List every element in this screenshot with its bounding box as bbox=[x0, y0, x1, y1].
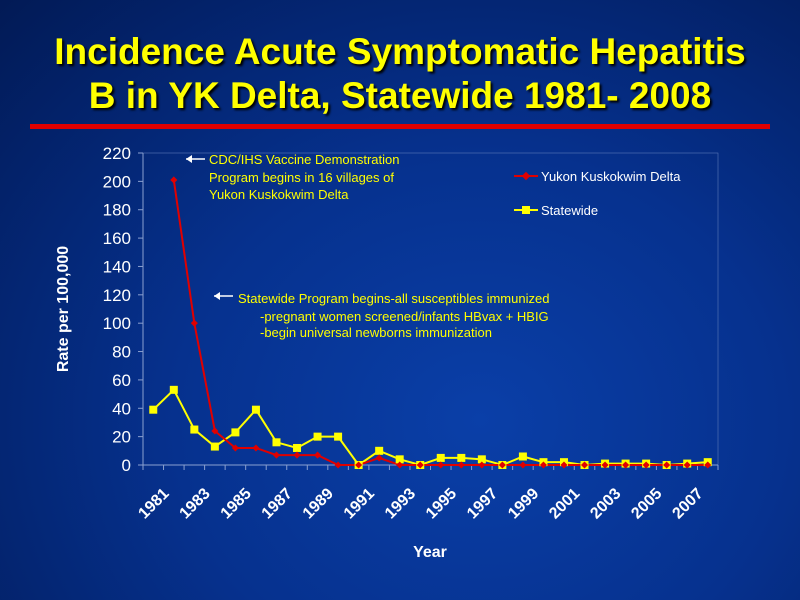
arrow-head-icon bbox=[186, 155, 192, 163]
data-point-statewide bbox=[272, 438, 281, 447]
data-point-ykd bbox=[539, 461, 547, 469]
data-point-ykd bbox=[355, 461, 363, 469]
x-tick-label: 1981 bbox=[135, 485, 172, 522]
x-tick-label: 1989 bbox=[300, 485, 337, 522]
legend: Yukon Kuskokwim Delta Statewide bbox=[514, 169, 681, 218]
data-point-statewide bbox=[210, 442, 219, 451]
title-divider bbox=[30, 124, 770, 129]
data-point-statewide bbox=[457, 453, 466, 462]
y-tick-label: 120 bbox=[103, 286, 131, 305]
x-tick-label: 2001 bbox=[546, 485, 583, 522]
data-point-ykd bbox=[437, 461, 445, 469]
annotation-line: CDC/IHS Vaccine Demonstration bbox=[209, 152, 400, 167]
x-tick-label: 1995 bbox=[423, 485, 460, 522]
title-line-1: Incidence Acute Symptomatic Hepatitis bbox=[54, 31, 746, 72]
data-point-ykd bbox=[663, 461, 671, 469]
data-point-ykd bbox=[190, 319, 198, 327]
legend-label-ykd: Yukon Kuskokwim Delta bbox=[541, 169, 681, 184]
x-tick-label: 2005 bbox=[628, 485, 665, 522]
data-point-statewide bbox=[518, 452, 527, 461]
series-line-statewide bbox=[152, 388, 708, 467]
data-point-ykd bbox=[396, 461, 404, 469]
data-point-statewide bbox=[293, 443, 302, 452]
y-tick-label: 200 bbox=[103, 172, 131, 191]
x-tick-label: 1991 bbox=[341, 485, 378, 522]
x-tick-label: 2003 bbox=[587, 485, 624, 522]
x-axis-label: Year bbox=[413, 544, 447, 561]
annotation-statewide-program: Statewide Program begins-all susceptible… bbox=[214, 291, 549, 340]
data-point-ykd bbox=[683, 461, 691, 469]
y-tick-label: 180 bbox=[103, 201, 131, 220]
x-tick-label: 1999 bbox=[505, 485, 542, 522]
data-point-ykd bbox=[642, 461, 650, 469]
y-tick-label: 40 bbox=[112, 399, 131, 418]
data-point-ykd bbox=[498, 461, 506, 469]
y-tick-label: 60 bbox=[112, 371, 131, 390]
data-point-ykd bbox=[375, 454, 383, 462]
data-point-ykd bbox=[334, 461, 342, 469]
data-point-ykd bbox=[457, 461, 465, 469]
data-point-ykd bbox=[622, 461, 630, 469]
data-point-ykd bbox=[519, 461, 527, 469]
data-point-ykd bbox=[293, 451, 301, 459]
data-point-statewide bbox=[169, 385, 178, 394]
data-point-ykd bbox=[580, 461, 589, 469]
data-point-ykd bbox=[314, 451, 322, 459]
y-tick-label: 220 bbox=[103, 144, 131, 163]
y-tick-label: 160 bbox=[103, 229, 131, 248]
y-tick-label: 140 bbox=[103, 257, 131, 276]
data-point-statewide bbox=[334, 432, 343, 441]
data-point-ykd bbox=[252, 444, 260, 452]
annotation-line: Yukon Kuskokwim Delta bbox=[209, 187, 349, 202]
data-point-statewide bbox=[149, 405, 158, 414]
data-point-ykd bbox=[231, 444, 239, 452]
data-point-statewide bbox=[190, 425, 199, 434]
y-tick-label: 20 bbox=[112, 428, 131, 447]
data-point-ykd bbox=[170, 176, 178, 184]
data-point-statewide bbox=[313, 432, 322, 441]
x-tick-label: 2007 bbox=[669, 485, 706, 522]
x-tick-label: 1987 bbox=[259, 485, 296, 522]
data-point-statewide bbox=[231, 428, 240, 437]
title-line-2: B in YK Delta, Statewide 1981- 2008 bbox=[88, 75, 712, 116]
y-tick-label: 80 bbox=[112, 343, 131, 362]
data-point-ykd bbox=[272, 451, 281, 459]
data-point-statewide bbox=[477, 455, 486, 464]
y-tick-label: 100 bbox=[103, 314, 131, 333]
x-tick-label: 1993 bbox=[382, 485, 419, 522]
annotation-line: -begin universal newborns immunization bbox=[260, 325, 492, 340]
arrow-head-icon bbox=[214, 292, 220, 300]
annotation-demo-program: CDC/IHS Vaccine Demonstration Program be… bbox=[186, 152, 400, 202]
legend-marker-statewide bbox=[522, 206, 530, 214]
data-point-ykd bbox=[416, 461, 424, 469]
annotation-line: -pregnant women screened/infants HBvax +… bbox=[260, 309, 549, 324]
y-tick-label: 0 bbox=[122, 456, 131, 475]
data-point-statewide bbox=[395, 455, 404, 464]
data-point-ykd bbox=[560, 461, 568, 469]
data-point-ykd bbox=[601, 461, 609, 469]
x-tick-label: 1997 bbox=[464, 485, 501, 522]
y-axis-label: Rate per 100,000 bbox=[55, 246, 72, 372]
data-point-statewide bbox=[436, 453, 445, 462]
data-point-ykd bbox=[211, 427, 219, 435]
x-tick-label: 1983 bbox=[177, 485, 214, 522]
data-point-statewide bbox=[251, 405, 260, 414]
x-tick-label: 1985 bbox=[218, 485, 255, 522]
data-point-ykd bbox=[704, 461, 712, 469]
slide-title: Incidence Acute Symptomatic Hepatitis B … bbox=[0, 30, 800, 118]
legend-marker-ykd bbox=[521, 171, 531, 181]
legend-label-statewide: Statewide bbox=[541, 203, 598, 218]
data-point-statewide bbox=[375, 446, 384, 455]
annotation-line: Statewide Program begins-all susceptible… bbox=[238, 291, 549, 306]
data-point-ykd bbox=[478, 461, 486, 469]
annotation-line: Program begins in 16 villages of bbox=[209, 170, 394, 185]
